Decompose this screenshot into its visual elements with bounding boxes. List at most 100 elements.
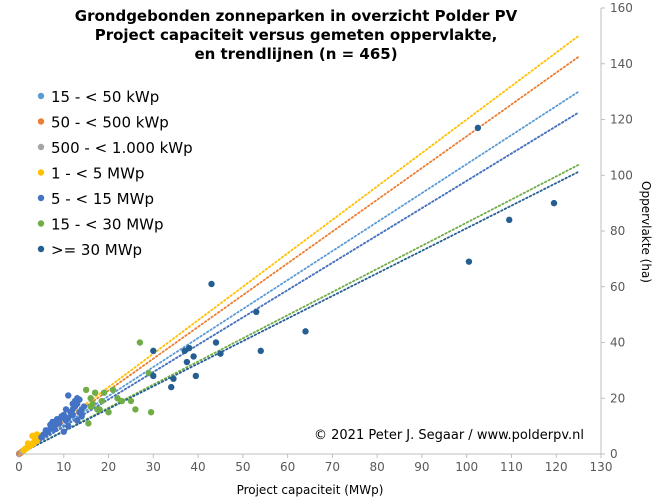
legend-marker — [37, 220, 45, 227]
x-tick-label: 50 — [235, 460, 250, 474]
data-point — [168, 383, 175, 391]
data-point — [302, 328, 309, 335]
data-point — [183, 358, 191, 366]
trendline — [18, 111, 580, 455]
legend-item: >= 30 MWp — [37, 241, 142, 259]
data-point — [253, 308, 260, 316]
chart-title: Grondgebonden zonneparken in overzicht P… — [75, 7, 518, 63]
x-tick-label: 70 — [325, 460, 340, 474]
legend-label: >= 30 MWp — [51, 241, 142, 259]
title-line-2: Project capaciteit versus gemeten opperv… — [95, 26, 498, 44]
data-point — [147, 408, 155, 416]
y-tick-label: 40 — [610, 336, 625, 350]
legend-marker — [37, 245, 45, 253]
data-point — [65, 422, 72, 430]
data-point — [170, 375, 177, 382]
data-point — [69, 411, 76, 419]
legend-marker — [37, 169, 45, 176]
data-point — [150, 372, 157, 380]
data-point — [132, 406, 139, 413]
data-point — [98, 397, 106, 405]
trendline — [18, 163, 580, 455]
legend-item: 1 - < 5 MWp — [37, 165, 144, 183]
title-line-1: Grondgebonden zonneparken in overzicht P… — [75, 7, 518, 25]
y-tick-label: 80 — [610, 224, 625, 238]
x-tick-label: 10 — [56, 460, 71, 474]
data-point — [65, 392, 72, 399]
legend-label: 5 - < 15 MWp — [51, 190, 154, 208]
data-point — [136, 339, 144, 346]
x-tick-labels: 0 10 20 30 40 50 60 70 80 90 100 110 120 130 — [15, 454, 612, 474]
data-point — [506, 216, 513, 224]
data-point — [74, 417, 81, 424]
copyright-notice: © 2021 Peter J. Segaar / www.polderpv.nl — [314, 428, 584, 443]
legend-label: 15 - < 30 MWp — [51, 216, 164, 234]
data-point — [118, 397, 126, 405]
data-point — [465, 258, 473, 265]
x-axis-label: Project capaciteit (MWp) — [237, 483, 384, 497]
data-point — [24, 440, 32, 447]
legend-label: 50 - < 500 kWp — [51, 114, 169, 132]
trendline — [18, 34, 580, 455]
data-point — [100, 389, 108, 396]
x-tick-label: 120 — [545, 460, 568, 474]
data-point — [212, 339, 220, 346]
legend: 15 - < 50 kWp 50 - < 500 kWp 500 - < 1.000… — [37, 88, 193, 259]
data-point — [192, 372, 200, 380]
legend-item: 5 - < 15 MWp — [37, 190, 154, 208]
data-point — [105, 408, 112, 416]
x-tick-label: 0 — [15, 460, 23, 474]
legend-item: 15 - < 30 MWp — [37, 216, 164, 234]
trendline — [18, 90, 580, 455]
data-point — [550, 199, 558, 207]
x-tick-label: 40 — [190, 460, 205, 474]
data-point — [190, 353, 197, 360]
legend-item: 15 - < 50 kWp — [37, 88, 159, 106]
x-tick-label: 100 — [455, 460, 478, 474]
data-point — [185, 344, 193, 352]
data-point — [87, 395, 94, 402]
y-tick-label: 120 — [610, 113, 633, 127]
x-tick-label: 90 — [414, 460, 429, 474]
x-tick-label: 80 — [370, 460, 385, 474]
data-point — [49, 418, 56, 426]
data-point — [82, 386, 90, 394]
data-point — [109, 386, 117, 394]
legend-marker — [37, 194, 45, 202]
data-point — [91, 389, 99, 396]
y-tick-label: 100 — [610, 168, 633, 182]
data-point — [62, 406, 70, 413]
data-point — [85, 420, 92, 427]
data-point — [42, 427, 50, 434]
data-point — [208, 280, 215, 288]
data-point — [78, 413, 85, 420]
data-point — [474, 124, 482, 132]
title-line-3: en trendlijnen (n = 465) — [194, 45, 397, 63]
y-tick-label: 0 — [610, 447, 618, 461]
y-axis-label: Oppervlakte (ha) — [639, 181, 653, 283]
data-point — [60, 428, 67, 435]
y-tick-label: 60 — [610, 280, 625, 294]
data-point — [127, 397, 135, 405]
data-point — [80, 403, 88, 410]
data-point — [257, 347, 264, 355]
data-points — [15, 124, 558, 458]
legend-marker — [37, 118, 45, 125]
legend-label: 15 - < 50 kWp — [51, 88, 159, 106]
legend-marker — [37, 92, 45, 100]
legend-marker — [37, 143, 45, 151]
x-tick-label: 110 — [500, 460, 523, 474]
y-tick-labels: 0 20 40 60 80 100 120 140 160 — [601, 1, 633, 461]
data-point — [71, 397, 79, 405]
x-tick-label: 20 — [101, 460, 116, 474]
data-point — [94, 406, 101, 413]
x-tick-label: 30 — [146, 460, 161, 474]
data-point — [217, 350, 224, 357]
legend-label: 1 - < 5 MWp — [51, 165, 144, 183]
y-tick-label: 20 — [610, 391, 625, 405]
trendline — [18, 170, 580, 455]
data-point — [51, 425, 59, 433]
x-tick-label: 130 — [590, 460, 613, 474]
